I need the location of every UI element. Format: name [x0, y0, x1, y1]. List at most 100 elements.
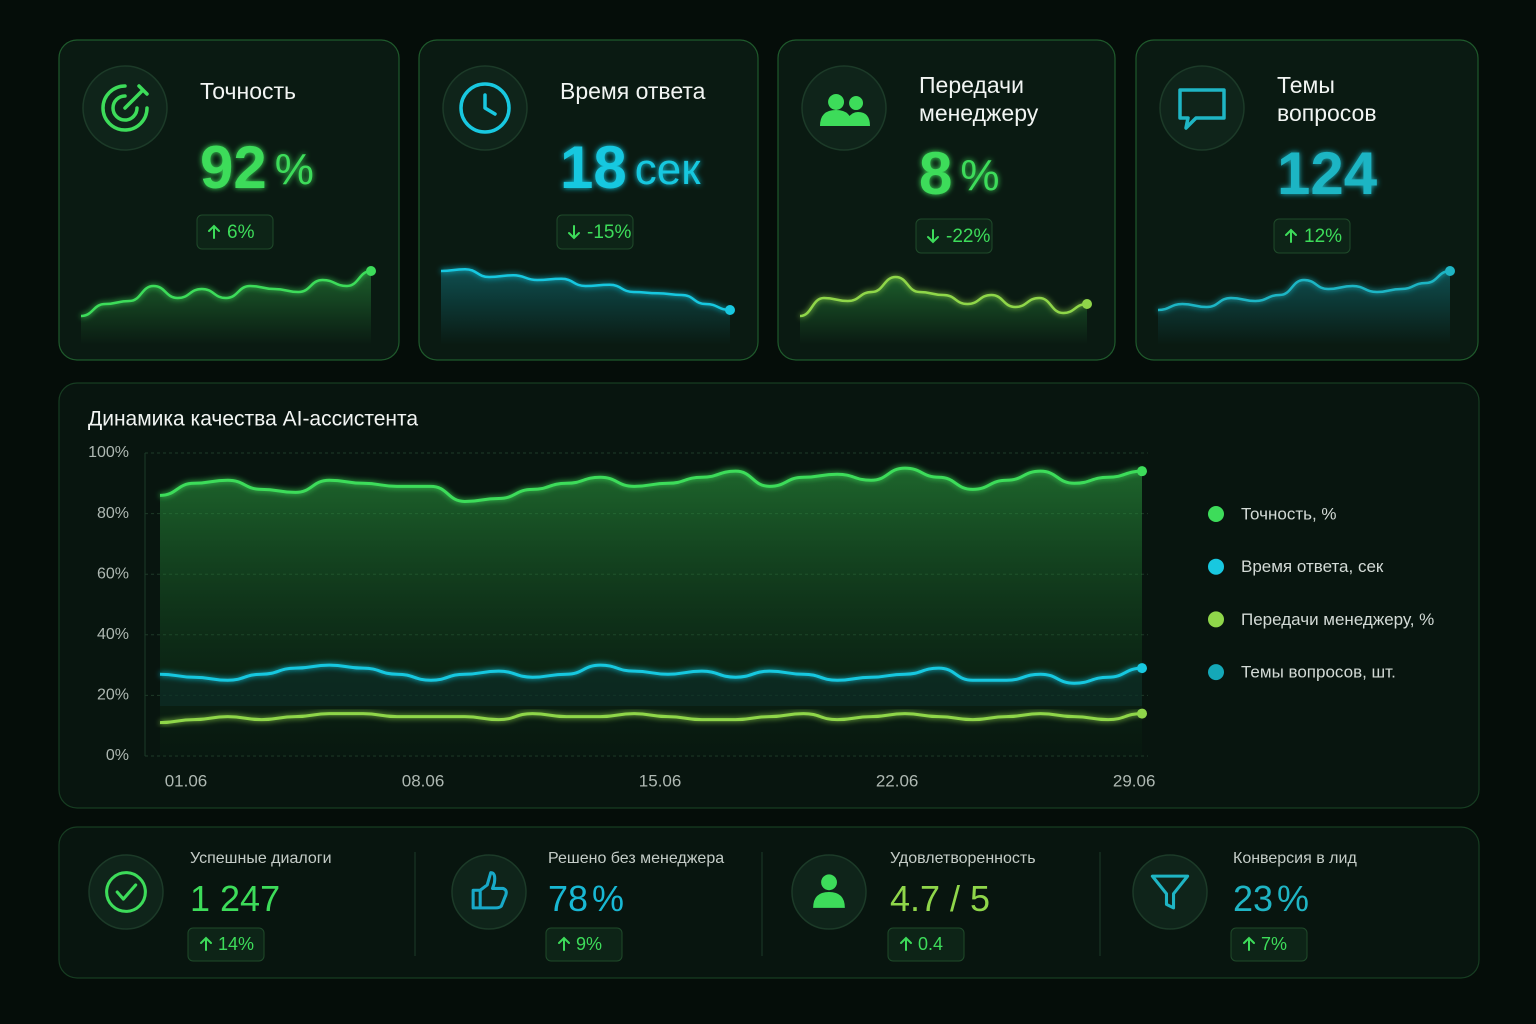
kpi-unit: %: [960, 151, 999, 200]
x-tick-label: 08.06: [402, 771, 445, 790]
sparkline: [799, 275, 1088, 318]
stat-number: 4.7 / 5: [890, 878, 990, 919]
sparkline-area: [81, 271, 371, 345]
change-badge: [187, 927, 265, 962]
sparkline-dot: [1082, 299, 1092, 309]
x-tick-label: 22.06: [876, 771, 919, 790]
change-arrow: [1285, 228, 1297, 243]
sparkline-area: [800, 277, 1087, 345]
stat-number: 1 247: [190, 878, 280, 919]
change-badge: [556, 214, 634, 250]
kpi-unit: сек: [635, 145, 701, 194]
kpi-number: 124: [1277, 140, 1378, 207]
change-value: 6%: [227, 222, 255, 243]
icon-shape: [848, 96, 870, 126]
icon-shape: [471, 871, 508, 910]
icon-circle: [1159, 65, 1245, 151]
sparkline: [1157, 269, 1451, 312]
icon-shape: [1150, 874, 1190, 910]
card-title: Темы вопросов: [1277, 72, 1377, 126]
change-value: 7%: [1261, 934, 1287, 954]
kpi-number: 92: [200, 134, 267, 201]
icon: [820, 94, 870, 126]
change-arrow: [1243, 936, 1255, 951]
legend-label: Темы вопросов, шт.: [1241, 663, 1396, 682]
change-badge: [915, 218, 993, 254]
sparkline: [80, 269, 372, 318]
icon-circle: [88, 854, 164, 930]
stat-value: 4.7 / 5: [890, 878, 990, 919]
card-title: Время ответа: [560, 78, 706, 104]
stat-unit: %: [592, 878, 624, 919]
change-value: 0.4: [918, 934, 943, 954]
sparkline-area: [441, 269, 730, 345]
end-dot: [1137, 466, 1147, 477]
change-value: 12%: [1304, 226, 1342, 247]
icon: [105, 871, 147, 913]
end-dot: [1137, 663, 1147, 674]
series-line: [159, 663, 1143, 685]
x-tick-label: 15.06: [639, 771, 682, 790]
sparkline-area: [1158, 271, 1450, 345]
icon-shape: [115, 883, 138, 901]
change-badge: [1230, 927, 1308, 962]
icon-shape: [820, 94, 852, 126]
card-title: Точность: [200, 78, 296, 104]
icon-shape: [459, 82, 511, 134]
icon-shape: [483, 93, 497, 116]
stat-unit: %: [1277, 878, 1309, 919]
icon: [1150, 874, 1190, 910]
icon-circle: [801, 65, 887, 151]
icon-circle: [1132, 854, 1208, 930]
legend-marker: [1208, 664, 1224, 681]
end-dot: [1137, 708, 1147, 719]
title-line: Передачи: [919, 72, 1024, 98]
kpi-value: 18 сек: [560, 134, 701, 201]
change-badge: [196, 214, 274, 250]
icon-shape: [123, 84, 149, 110]
sparkline: [440, 267, 731, 312]
icon-shape: [101, 84, 149, 132]
legend-marker: [1208, 558, 1224, 575]
y-tick-label: 80%: [97, 505, 129, 522]
change-arrow: [208, 224, 220, 239]
x-tick-label: 01.06: [165, 771, 208, 790]
series-area: [160, 468, 1142, 756]
sparkline-dot: [366, 266, 376, 276]
y-tick-label: 20%: [97, 687, 129, 704]
stat-value: 78%: [548, 878, 624, 919]
stat-number: 78: [548, 878, 588, 919]
legend-label: Передачи менеджеру, %: [1241, 610, 1434, 629]
change-arrow: [900, 936, 912, 951]
stat-value: 1 247: [190, 878, 280, 919]
title-line: вопросов: [1277, 100, 1377, 126]
kpi-value: 8%: [919, 140, 1000, 207]
stat-label: Конверсия в лид: [1233, 850, 1357, 867]
icon-shape: [111, 94, 139, 122]
change-arrow: [927, 229, 939, 244]
icon: [1178, 88, 1226, 130]
kpi-value: 124: [1277, 140, 1378, 207]
icon: [459, 82, 511, 134]
card-title: Передачи менеджеру: [919, 72, 1039, 126]
icon-circle: [451, 854, 527, 930]
change-badge: [887, 927, 965, 962]
icon: [813, 874, 845, 908]
legend-label: Точность, %: [1241, 504, 1337, 523]
series-line: [159, 466, 1143, 503]
change-value: -22%: [946, 226, 990, 247]
legend-marker: [1208, 611, 1224, 628]
stat-label: Решено без менеджера: [548, 850, 724, 867]
title-line: менеджеру: [919, 100, 1039, 126]
icon: [101, 84, 149, 132]
y-tick-label: 40%: [97, 626, 129, 643]
change-value: -15%: [587, 222, 631, 243]
kpi-unit: %: [275, 145, 314, 194]
change-badge: [545, 927, 623, 962]
stat-number: 23: [1233, 878, 1273, 919]
icon: [471, 871, 508, 910]
series-line: [159, 712, 1143, 725]
change-value: 9%: [576, 934, 602, 954]
change-arrow: [200, 936, 212, 951]
